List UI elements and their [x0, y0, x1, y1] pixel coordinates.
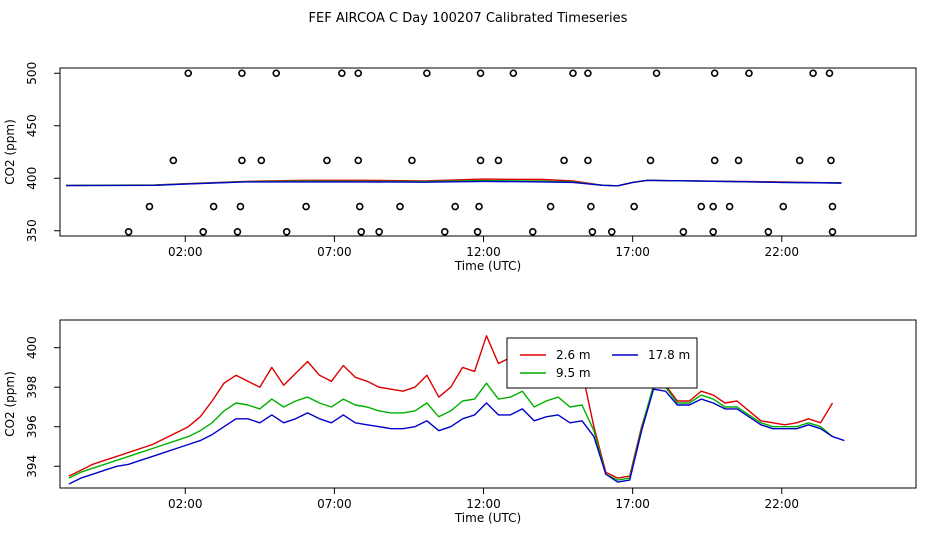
data-point — [238, 69, 246, 78]
data-point — [375, 228, 383, 236]
data-point — [357, 228, 366, 236]
y-tick-label: 500 — [25, 62, 39, 85]
x-tick-label: 22:00 — [764, 497, 799, 511]
data-point — [124, 228, 133, 236]
data-point — [272, 69, 281, 78]
data-point — [827, 156, 835, 165]
data-point — [475, 202, 483, 211]
data-point — [587, 202, 595, 211]
data-point — [709, 202, 717, 211]
data-point — [569, 69, 577, 78]
data-point — [710, 156, 719, 165]
x-tick-label: 22:00 — [764, 245, 799, 259]
data-point — [440, 228, 449, 236]
x-tick-label: 17:00 — [615, 245, 650, 259]
data-point — [734, 156, 743, 165]
x-tick-label: 07:00 — [317, 245, 352, 259]
y-axis-label: CO2 (ppm) — [3, 371, 17, 437]
data-point — [302, 202, 310, 211]
data-point — [396, 202, 404, 211]
legend-box — [506, 337, 698, 389]
data-point — [169, 156, 178, 165]
data-point — [323, 156, 331, 165]
data-point — [355, 202, 364, 211]
x-axis-label: Time (UTC) — [454, 511, 521, 525]
y-tick-label: 350 — [25, 219, 39, 242]
series-line-2-6-m — [68, 335, 834, 479]
legend-label: 9.5 m — [556, 366, 591, 380]
data-point — [588, 228, 597, 236]
series-line-17-8-m — [68, 388, 845, 485]
data-point — [354, 156, 363, 165]
data-point — [710, 69, 719, 78]
data-point — [476, 156, 485, 165]
data-point — [745, 69, 753, 78]
y-tick-label: 394 — [25, 455, 39, 478]
data-point — [233, 228, 242, 236]
data-point — [338, 69, 346, 78]
data-point — [828, 228, 837, 236]
data-point — [184, 69, 193, 78]
data-point — [546, 202, 555, 211]
data-point — [779, 202, 788, 211]
plot-frame — [59, 319, 917, 489]
data-point — [795, 156, 804, 165]
legend-label: 17.8 m — [648, 348, 690, 362]
data-point — [764, 228, 773, 236]
data-point — [199, 228, 207, 236]
series-line-9-5-m — [68, 382, 833, 481]
data-point — [828, 202, 837, 211]
plot-frame — [59, 67, 917, 237]
data-point — [451, 202, 459, 211]
x-tick-label: 12:00 — [466, 497, 501, 511]
data-point — [825, 69, 834, 78]
data-point — [145, 202, 154, 211]
data-point — [408, 156, 416, 165]
data-point — [354, 69, 363, 78]
data-point — [236, 202, 245, 211]
y-tick-label: 396 — [25, 415, 39, 438]
data-point — [423, 69, 431, 78]
x-axis-label: Time (UTC) — [454, 259, 521, 273]
co2-panel-all-data: 02:00 07:00 12:00 17:00 22:00 Time (UTC) 350 40… — [3, 62, 917, 273]
data-point — [809, 69, 817, 78]
data-point — [584, 69, 592, 78]
data-point — [528, 228, 537, 236]
data-point — [560, 156, 568, 165]
y-axis-label: CO2 (ppm) — [3, 119, 17, 185]
series-line-17-8-m — [65, 179, 842, 187]
data-point — [209, 202, 218, 211]
data-point — [282, 228, 291, 236]
data-point — [725, 202, 734, 211]
legend: 2.6 m 17.8 m 9.5 m — [506, 337, 698, 389]
y-tick-label: 398 — [25, 376, 39, 399]
data-point — [709, 228, 717, 236]
x-tick-label: 07:00 — [317, 497, 352, 511]
data-point — [476, 69, 485, 78]
data-point — [584, 156, 592, 165]
y-tick-label: 400 — [25, 336, 39, 359]
legend-label: 2.6 m — [556, 348, 591, 362]
data-point — [697, 202, 706, 211]
data-point — [607, 228, 616, 236]
data-point — [509, 69, 518, 78]
y-tick-label: 400 — [25, 167, 39, 190]
x-tick-label: 02:00 — [168, 497, 203, 511]
y-tick-label: 450 — [25, 114, 39, 137]
x-tick-label: 17:00 — [615, 497, 650, 511]
data-point — [652, 69, 661, 78]
chart-title: FEF AIRCOA C Day 100207 Calibrated Times… — [309, 11, 628, 26]
data-point — [494, 156, 503, 165]
x-tick-label: 12:00 — [466, 245, 501, 259]
data-point — [257, 156, 266, 165]
data-point — [679, 228, 688, 236]
data-point — [630, 202, 638, 211]
data-point — [238, 156, 246, 165]
co2-panel-zoomed: 02:00 07:00 12:00 17:00 22:00 Time (UTC) 394 39… — [3, 319, 917, 525]
x-tick-label: 02:00 — [168, 245, 203, 259]
data-point — [646, 156, 655, 165]
data-point — [473, 228, 482, 236]
